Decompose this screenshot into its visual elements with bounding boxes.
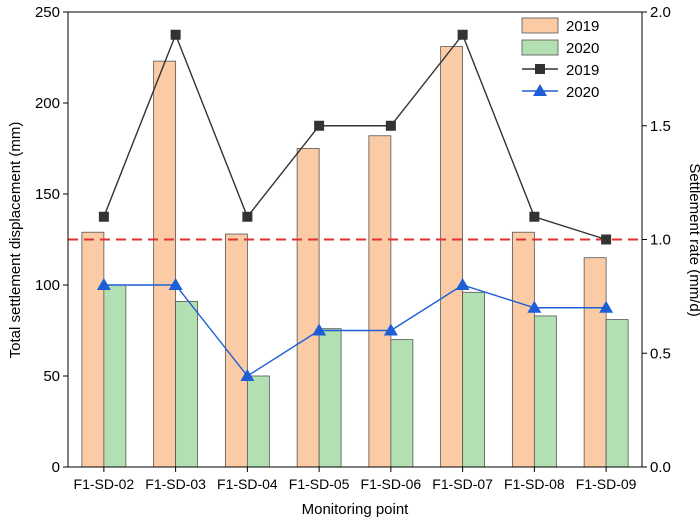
legend-swatch-bar-2020 [521, 39, 559, 56]
y-right-tick-label: 1.5 [650, 118, 671, 135]
x-tick-label: F1-SD-04 [217, 476, 278, 492]
y-left-tick-label: 250 [35, 4, 60, 21]
y-axis-left-label: Total settlement displacement (mm) [7, 122, 24, 359]
legend-label: 2020 [566, 84, 599, 101]
legend-label: 2019 [566, 62, 599, 79]
marker-square-2019-F1-SD-06 [385, 120, 396, 131]
bar-2019-F1-SD-08 [511, 231, 535, 468]
marker-triangle-2020-F1-SD-06 [383, 323, 398, 336]
bars-layer [81, 46, 629, 468]
marker-square-2019-F1-SD-03 [170, 29, 181, 40]
bar-2019-F1-SD-02 [81, 231, 105, 468]
y-axis-right-label: Settlement rate (mm/d) [686, 163, 700, 316]
bar-2020-F1-SD-02 [103, 284, 127, 468]
marker-triangle-2020-F1-SD-04 [240, 369, 255, 381]
legend-label: 2019 [566, 18, 599, 35]
legend-swatch-bar-2019 [521, 17, 559, 34]
marker-square-2019-F1-SD-07 [457, 29, 468, 40]
y-left-tick-label: 150 [35, 186, 60, 203]
x-axis-label: Monitoring point [302, 501, 410, 518]
legend-marker-triangle [533, 84, 547, 96]
y-left-tick-label: 100 [35, 277, 60, 294]
marker-triangle-2020-F1-SD-08 [527, 300, 542, 313]
legend-label: 2020 [566, 40, 599, 57]
marker-triangle-2020-F1-SD-03 [168, 278, 183, 290]
y-left-tick-label: 50 [43, 368, 60, 385]
legend-marker-square [535, 64, 545, 74]
y-right-tick-label: 0.5 [650, 345, 671, 362]
bar-2019-F1-SD-07 [440, 46, 464, 468]
line-2019-square [103, 32, 607, 241]
bar-2020-F1-SD-07 [462, 291, 486, 468]
bar-2020-F1-SD-08 [533, 315, 557, 468]
x-tick-label: F1-SD-08 [504, 476, 565, 492]
bar-2019-F1-SD-09 [583, 257, 607, 468]
y-right-tick-label: 2.0 [650, 4, 671, 21]
bar-2020-F1-SD-04 [246, 375, 270, 468]
bar-2019-F1-SD-03 [153, 60, 177, 468]
y-right-tick-label: 0.0 [650, 459, 671, 476]
marker-triangle-2020-F1-SD-07 [455, 278, 470, 290]
x-tick-label: F1-SD-06 [361, 476, 422, 492]
y-left-tick-label: 200 [35, 95, 60, 112]
marker-square-2019-F1-SD-04 [242, 211, 253, 222]
bar-2020-F1-SD-05 [318, 328, 342, 468]
x-tick-label: F1-SD-07 [432, 476, 493, 492]
x-tick-label: F1-SD-09 [576, 476, 637, 492]
marker-square-2019-F1-SD-08 [529, 211, 540, 222]
marker-triangle-2020-F1-SD-09 [599, 300, 614, 313]
marker-triangle-2020-F1-SD-02 [96, 278, 111, 290]
y-right-tick-label: 1.0 [650, 232, 671, 249]
bar-2019-F1-SD-06 [368, 135, 392, 468]
marker-triangle-2020-F1-SD-05 [312, 323, 327, 336]
y-left-tick-label: 0 [52, 459, 60, 476]
x-tick-label: F1-SD-05 [289, 476, 350, 492]
marker-square-2019-F1-SD-09 [601, 234, 612, 245]
bar-2020-F1-SD-03 [175, 300, 199, 468]
bar-2019-F1-SD-05 [296, 148, 320, 468]
legend: 2019 2020 2019 2020 [521, 17, 599, 101]
ticks-layer: 0 50 100 150 200 250 0.0 0.5 1.0 1.5 2.0 F1-SD-02 F1… [35, 4, 671, 492]
x-tick-label: F1-SD-02 [74, 476, 135, 492]
bar-2019-F1-SD-04 [224, 233, 248, 468]
x-tick-label: F1-SD-03 [145, 476, 206, 492]
marker-square-2019-F1-SD-02 [98, 211, 109, 222]
bar-2020-F1-SD-09 [605, 319, 629, 468]
line-2020-triangle [103, 284, 607, 377]
bar-2020-F1-SD-06 [390, 339, 414, 468]
marker-square-2019-F1-SD-05 [314, 120, 325, 131]
lines-layer [96, 29, 614, 381]
